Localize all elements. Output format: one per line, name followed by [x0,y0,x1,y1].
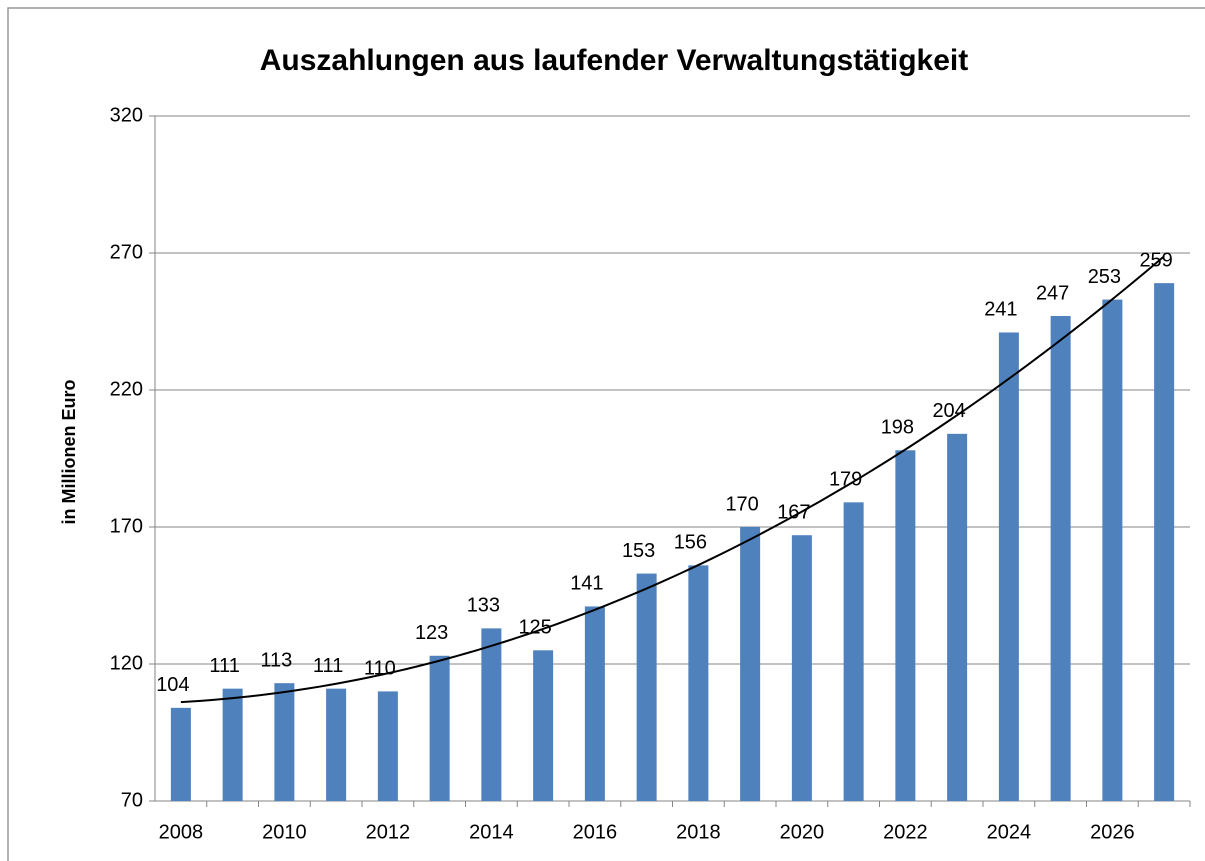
y-tick-label: 320 [110,104,143,126]
bar [843,502,864,801]
data-label: 111 [209,655,239,677]
data-label: 133 [467,595,500,617]
bar [895,450,916,801]
bar [947,433,968,801]
bar [222,688,243,801]
x-tick-label: 2022 [883,821,928,843]
bar [429,655,450,801]
bar [584,606,605,801]
data-label: 241 [984,299,1017,321]
data-label: 259 [1139,249,1172,271]
bar [998,332,1019,801]
chart-title: Auszahlungen aus laufender Verwaltungstä… [260,44,968,77]
bar [481,628,502,801]
data-label: 204 [932,400,965,422]
data-label: 113 [260,649,292,671]
x-tick-label: 2018 [676,821,721,843]
bar [636,573,657,801]
data-label: 104 [156,674,189,696]
data-label: 141 [570,573,603,595]
bar [1102,299,1123,801]
data-label: 123 [415,622,448,644]
data-label: 125 [518,617,551,639]
data-label: 110 [364,658,396,680]
x-tick-label: 2020 [780,821,825,843]
bar [791,535,812,801]
y-tick-label: 270 [110,241,143,263]
x-tick-label: 2010 [262,821,307,843]
y-tick-label: 220 [110,378,143,400]
x-tick-label: 2012 [366,821,411,843]
data-label: 247 [1036,282,1069,304]
bar [274,683,295,801]
data-label: 153 [622,540,655,562]
y-tick-label: 120 [110,652,143,674]
x-tick-label: 2014 [469,821,514,843]
data-label: 167 [777,502,810,524]
y-tick-label: 70 [121,789,143,811]
data-label: 198 [881,417,914,439]
y-tick-label: 170 [110,515,143,537]
x-tick-label: 2016 [573,821,618,843]
trendline [180,255,1165,704]
x-tick-label: 2024 [987,821,1032,843]
bar [1050,316,1071,801]
bar [1154,283,1175,801]
bar [326,688,347,801]
y-axis-label: in Millionen Euro [59,380,79,525]
bar [740,527,761,801]
bar [170,707,191,801]
data-label: 170 [725,493,758,515]
x-tick-label: 2026 [1090,821,1135,843]
data-label: 111 [313,655,343,677]
data-label: 179 [829,469,862,491]
bar [533,650,554,801]
data-label: 156 [674,532,707,554]
bar [377,691,398,801]
bar [688,565,709,801]
data-label: 253 [1088,266,1121,288]
x-tick-label: 2008 [159,821,204,843]
